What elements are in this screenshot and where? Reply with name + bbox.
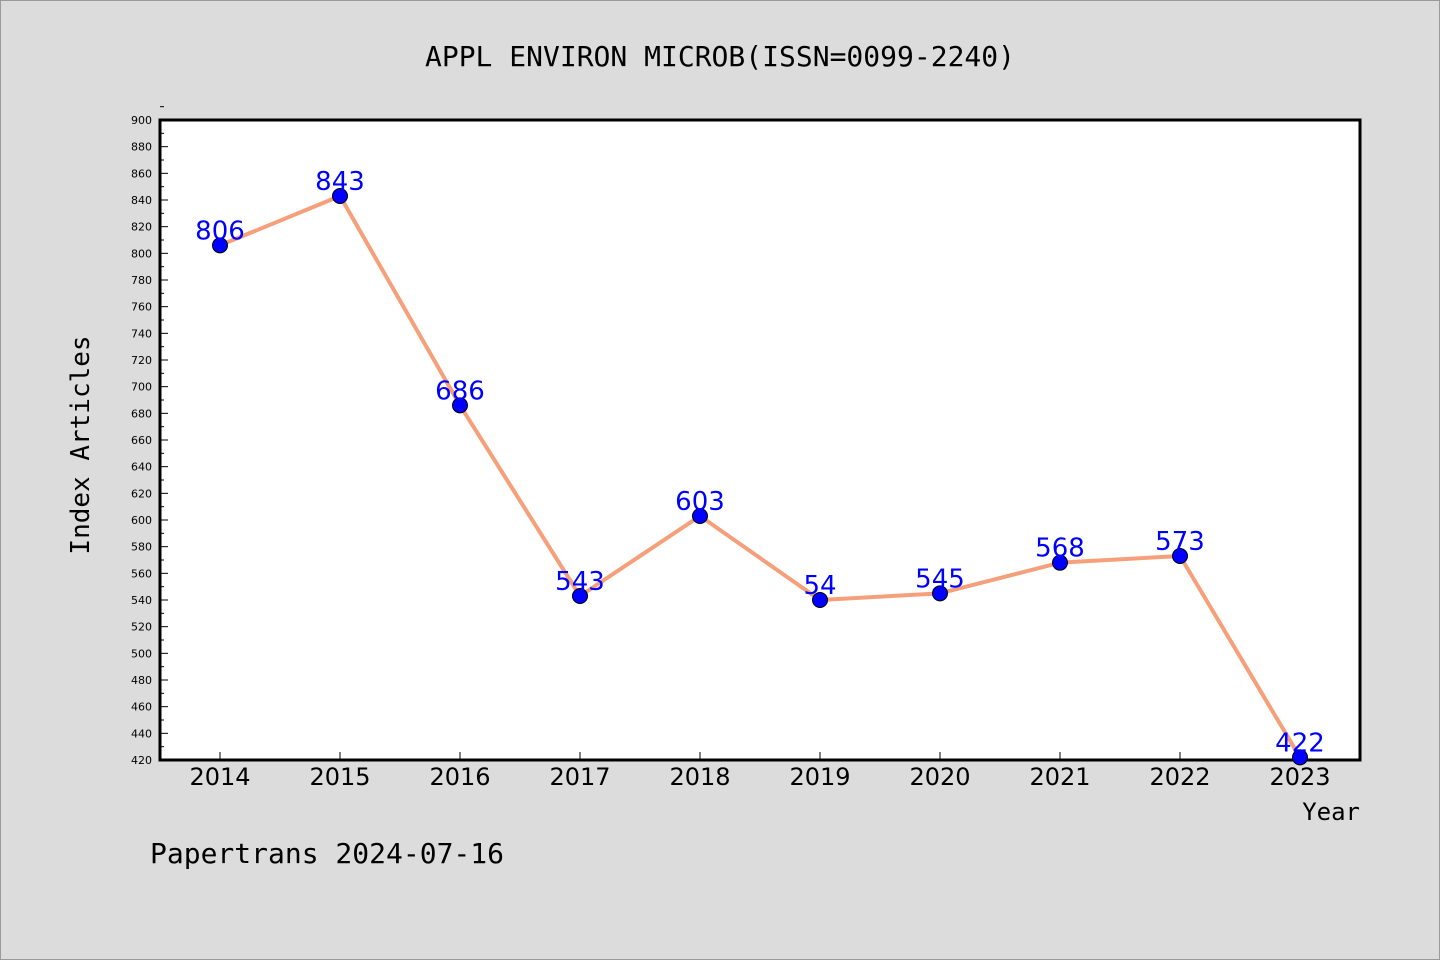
y-tick-label: 860: [131, 167, 152, 180]
x-tick-label: 2019: [789, 763, 850, 791]
x-tick-label: 2023: [1269, 763, 1330, 791]
y-tick-label: 760: [131, 301, 152, 314]
y-tick-label: 580: [131, 541, 152, 554]
y-tick-label: 800: [131, 247, 152, 260]
y-tick-label: 600: [131, 514, 152, 527]
data-label: 543: [555, 567, 605, 597]
x-tick-label: 2015: [309, 763, 370, 791]
y-tick-label: 700: [131, 381, 152, 394]
y-tick-label: 460: [131, 701, 152, 714]
y-tick-label: 540: [131, 594, 152, 607]
y-tick-label: 880: [131, 141, 152, 154]
data-point: [1052, 554, 1068, 571]
x-axis-label: Year: [1302, 798, 1360, 826]
data-point: [1172, 548, 1188, 564]
series-line: [219, 194, 1302, 759]
data-label: 686: [435, 376, 485, 406]
x-axis: 2014 2015 2016 2017 2018 2019 2020 2021 2022 2023: [189, 752, 1331, 791]
y-tick-label: 620: [131, 487, 152, 500]
data-point: [452, 397, 468, 414]
x-tick-label: 2018: [669, 763, 730, 791]
y-axis: 420 440 460 480 500 520 540 560 580 600 620 640 660 6…: [131, 106, 168, 767]
data-point: [932, 585, 948, 602]
plot-area: [158, 118, 1362, 762]
data-point: [572, 588, 588, 604]
x-tick-label: 2020: [909, 763, 970, 791]
y-axis-label: Index Articles: [66, 335, 96, 554]
y-tick-label: 740: [131, 327, 152, 340]
y-tick-label: 780: [131, 274, 152, 287]
chart-title: APPL ENVIRON MICROB(ISSN=0099-2240): [425, 40, 1015, 73]
footer-credit: Papertrans 2024-07-16: [150, 837, 504, 870]
data-label: 545: [915, 564, 965, 594]
y-tick-label: 480: [131, 674, 152, 687]
series-index-articles: 806 843 686 543 603 54 545 568 573 422: [195, 167, 1325, 766]
y-tick-label: 820: [131, 221, 152, 234]
data-point: [332, 188, 348, 204]
data-label: 54: [803, 571, 836, 601]
y-tick-label: 420: [131, 754, 152, 767]
data-point: [1292, 749, 1308, 766]
y-tick-label: 900: [131, 114, 152, 127]
y-tick-label: 720: [131, 354, 152, 367]
y-tick-label: 840: [131, 194, 152, 207]
y-tick-label: 560: [131, 567, 152, 580]
y-tick-label: 680: [131, 407, 152, 420]
data-point: [212, 237, 228, 254]
y-tick-label: 500: [131, 647, 152, 660]
y-tick-label: 440: [131, 727, 152, 740]
data-point: [692, 508, 708, 524]
data-label: 422: [1275, 728, 1325, 758]
y-tick-label: 520: [131, 621, 152, 634]
data-label: 806: [195, 216, 245, 246]
y-tick-label: 660: [131, 434, 152, 447]
data-label: 568: [1035, 534, 1085, 564]
data-label: 573: [1155, 527, 1205, 557]
y-tick-label: 640: [131, 461, 152, 474]
x-tick-label: 2021: [1029, 763, 1090, 791]
x-tick-label: 2016: [429, 763, 490, 791]
x-tick-label: 2014: [189, 763, 250, 791]
x-tick-label: 2017: [549, 763, 610, 791]
data-label: 843: [315, 167, 365, 197]
x-tick-label: 2022: [1149, 763, 1210, 791]
data-label: 603: [675, 487, 725, 517]
data-point: [812, 592, 828, 608]
